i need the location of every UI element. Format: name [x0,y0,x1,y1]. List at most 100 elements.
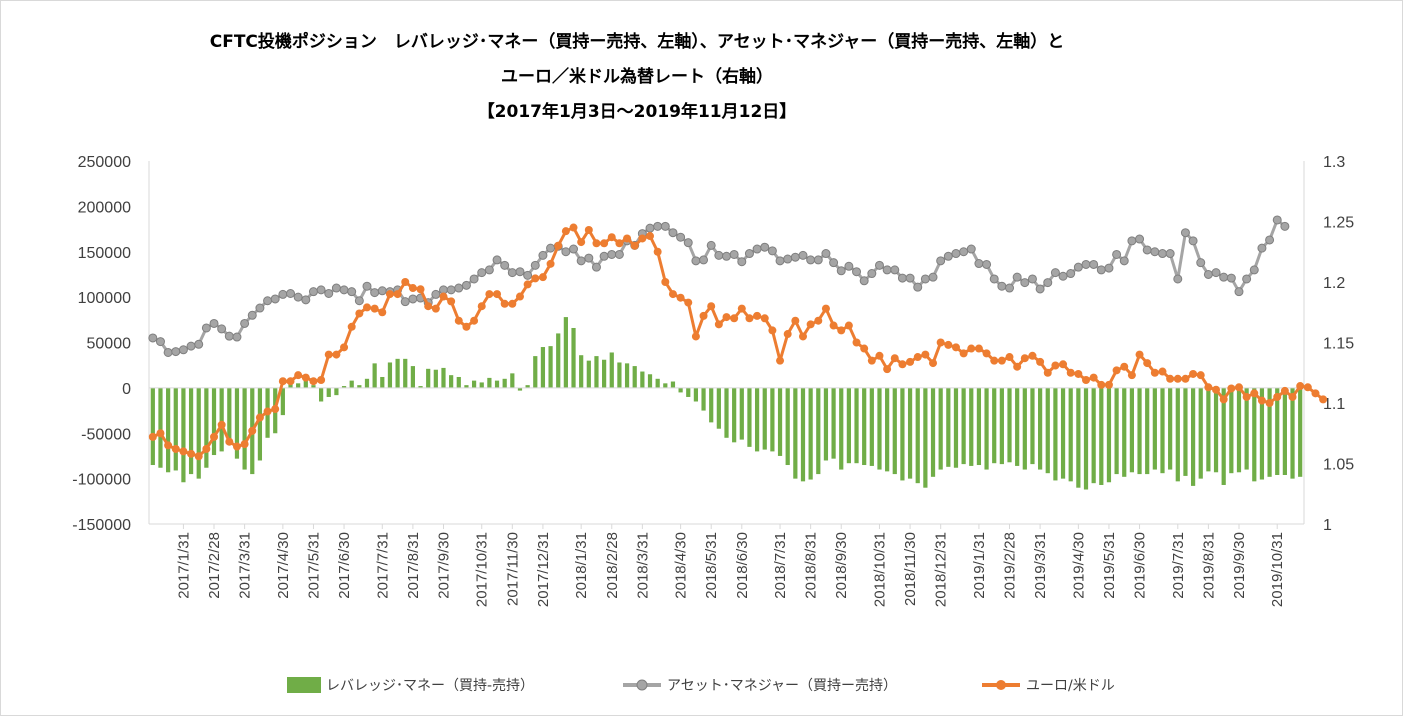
eurusd-point [225,437,234,446]
asset-manager-point [913,282,923,292]
eurusd-point [791,316,800,325]
asset-manager-point [989,274,999,284]
eurusd-point [691,332,700,341]
asset-manager-point [982,259,992,269]
asset-manager-point [477,268,487,278]
asset-manager-point [645,223,655,233]
asset-manager-point [1005,283,1015,293]
leveraged-money-bar [724,387,729,438]
asset-manager-point [546,243,556,253]
asset-manager-point [347,287,357,297]
leveraged-money-bar [1145,387,1150,475]
y-left-tick-label: -100000 [72,472,131,489]
eurusd-point [324,350,333,359]
leveraged-money-bar [181,387,186,483]
asset-manager-point [852,267,862,277]
eurusd-point [500,299,509,308]
asset-manager-point [1188,236,1198,246]
y-right-tick-label: 1.2 [1323,275,1345,292]
eurusd-point [171,444,180,453]
leveraged-money-bar [1282,387,1287,475]
leveraged-money-bar [655,378,660,388]
leveraged-money-bar [907,387,913,479]
eurusd-point [913,353,922,362]
leveraged-money-bar [617,362,622,388]
x-tick-label: 2017/1/31 [175,532,192,599]
eurusd-point [1234,383,1243,392]
eurusd-point [737,304,746,313]
leveraged-money-bar [1038,387,1043,470]
asset-manager-point [1180,228,1190,238]
eurusd-point [187,449,196,458]
leveraged-money-bar [846,387,851,464]
x-tick-label: 2018/1/31 [573,532,590,599]
leveraged-money-bar [533,356,538,388]
eurusd-point [1082,376,1090,385]
eurusd-point [653,247,662,256]
asset-manager-point [324,289,334,298]
asset-manager-point [829,258,839,268]
eurusd-point [584,225,593,234]
leveraged-money-bar [663,383,668,388]
asset-manager-point [760,242,770,252]
asset-manager-point [530,260,540,270]
asset-manager-point [263,296,273,306]
asset-manager-point [897,273,907,283]
asset-manager-point [951,249,961,259]
asset-manager-point [844,261,854,271]
leveraged-money-bar [494,380,500,388]
asset-manager-point [1027,274,1037,284]
leveraged-money-bar [1099,387,1104,485]
eurusd-point [493,290,502,299]
leveraged-money-bar [211,387,217,456]
eurusd-point [317,376,326,385]
asset-manager-point [905,273,915,283]
y-left-tick-label: 100000 [78,290,131,307]
eurusd-point [600,239,609,248]
eurusd-point [1051,361,1060,370]
asset-manager-point [209,318,219,328]
asset-manager-point [331,283,341,293]
asset-manager-point [1058,271,1068,281]
asset-manager-point [339,285,349,295]
asset-manager-point [308,287,318,297]
asset-manager-point [660,221,670,231]
x-tick-label: 2018/4/30 [673,532,690,599]
leveraged-money-bar [953,387,959,468]
asset-manager-point [316,285,326,295]
eurusd-point [875,351,884,360]
leveraged-money-bar [1175,387,1180,482]
asset-manager-point [591,262,601,272]
leveraged-money-bar [1060,387,1066,479]
asset-manager-point [744,249,754,259]
leveraged-money-bar [471,380,477,388]
asset-manager-point [148,333,158,343]
asset-manager-point [270,294,280,304]
eurusd-point [1257,396,1266,405]
leveraged-money-bar [349,380,354,388]
asset-manager-point [178,345,188,355]
leveraged-money-bar [1229,387,1234,474]
asset-manager-point [974,259,984,269]
x-tick-label: 2019/9/30 [1231,532,1248,599]
eurusd-point [1280,386,1289,395]
asset-manager-point [1127,236,1137,246]
leveraged-money-bar [510,373,515,388]
y-left-tick-label: 250000 [78,154,131,171]
asset-manager-point [599,251,609,261]
leveraged-money-bar [173,387,178,471]
leveraged-money-bar [426,368,431,388]
eurusd-point [1196,371,1205,380]
eurusd-point [936,338,945,347]
leveraged-money-bar [624,363,630,388]
eurusd-point [867,356,876,365]
leveraged-money-bar [1030,387,1035,465]
eurusd-point [248,426,257,435]
asset-manager-point [943,251,953,261]
asset-manager-point [614,249,624,259]
chart-title-line-3: 【2017年1月3日～2019年11月12日】 [478,101,797,122]
x-tick-label: 2017/3/31 [237,532,254,599]
leveraged-money-bar [1083,387,1089,490]
x-tick-label: 2018/11/30 [902,532,919,606]
